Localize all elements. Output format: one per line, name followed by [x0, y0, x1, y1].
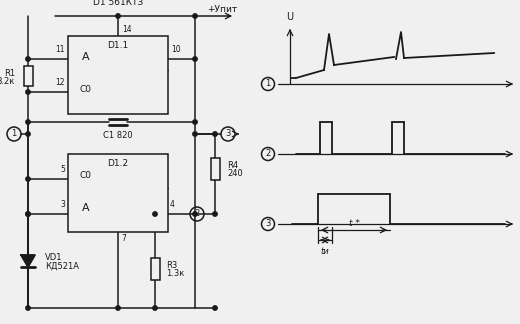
Text: 1: 1 — [265, 79, 270, 88]
Text: КД521А: КД521А — [45, 261, 79, 271]
Text: 14: 14 — [122, 25, 132, 34]
Circle shape — [26, 212, 30, 216]
Text: U: U — [287, 12, 294, 22]
Text: 5: 5 — [60, 165, 65, 174]
Circle shape — [213, 212, 217, 216]
Bar — [68, 36, 168, 114]
Polygon shape — [21, 255, 35, 267]
Text: 240: 240 — [227, 169, 243, 179]
Text: R4: R4 — [227, 161, 238, 170]
Text: C0: C0 — [80, 171, 92, 180]
Text: D1.2: D1.2 — [108, 158, 128, 168]
Text: D1.1: D1.1 — [107, 40, 128, 50]
Text: A: A — [82, 52, 90, 63]
Text: 3: 3 — [225, 130, 231, 138]
Text: t *: t * — [348, 219, 359, 228]
Circle shape — [26, 212, 30, 216]
Circle shape — [26, 90, 30, 94]
Text: D1 561КТЗ: D1 561КТЗ — [93, 0, 143, 7]
Text: A: A — [82, 203, 90, 213]
Text: C0: C0 — [80, 86, 92, 95]
Text: C1 820: C1 820 — [103, 131, 133, 140]
Circle shape — [26, 57, 30, 61]
Text: 7: 7 — [121, 234, 126, 243]
Bar — [211, 158, 219, 180]
Text: 2: 2 — [194, 210, 200, 218]
Text: R3: R3 — [166, 261, 177, 271]
Circle shape — [193, 14, 197, 18]
Circle shape — [116, 306, 120, 310]
Circle shape — [153, 212, 157, 216]
Bar — [23, 66, 32, 86]
Text: +Упит: +Упит — [207, 5, 237, 14]
Circle shape — [26, 177, 30, 181]
Circle shape — [193, 132, 197, 136]
Circle shape — [153, 306, 157, 310]
Text: 10: 10 — [171, 45, 180, 54]
Text: 12: 12 — [56, 78, 65, 87]
Circle shape — [193, 212, 197, 216]
Circle shape — [116, 14, 120, 18]
Bar — [68, 154, 168, 232]
Circle shape — [26, 132, 30, 136]
Text: 11: 11 — [56, 45, 65, 54]
Text: 4: 4 — [170, 200, 175, 209]
Circle shape — [193, 57, 197, 61]
Text: 3: 3 — [265, 219, 271, 228]
Bar — [150, 258, 160, 280]
Text: 1.3к: 1.3к — [166, 270, 185, 279]
Circle shape — [193, 120, 197, 124]
Circle shape — [213, 306, 217, 310]
Text: 3: 3 — [60, 200, 65, 209]
Text: R1: R1 — [4, 68, 15, 77]
Circle shape — [26, 306, 30, 310]
Text: tи: tи — [321, 247, 329, 256]
Circle shape — [26, 120, 30, 124]
Text: 2: 2 — [265, 149, 270, 158]
Text: 1: 1 — [11, 130, 17, 138]
Text: 8.2к: 8.2к — [0, 76, 15, 86]
Text: VD1: VD1 — [45, 252, 62, 261]
Circle shape — [213, 132, 217, 136]
